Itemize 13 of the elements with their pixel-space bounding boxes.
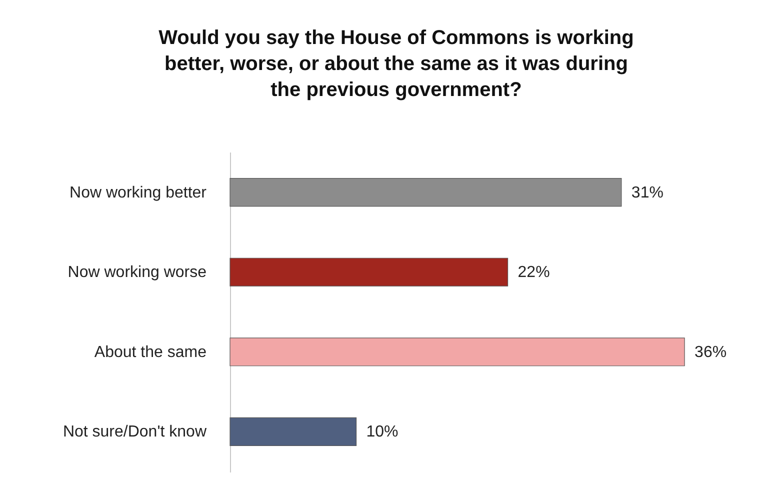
data-label: 22% <box>518 264 550 282</box>
y-tick-label: Now working better <box>70 184 208 202</box>
y-tick-label: About the same <box>94 344 207 361</box>
y-tick-label: Now working worse <box>68 264 207 282</box>
bar <box>230 258 508 286</box>
data-label: 31% <box>631 184 664 202</box>
y-tick-label: Not sure/Don't know <box>62 424 207 441</box>
chart-title: Would you say the House of Commons is working better, worse, or about the same as it was during the previous government? <box>158 27 634 101</box>
bar <box>230 417 357 446</box>
data-label: 10% <box>366 424 398 441</box>
bar <box>230 178 622 207</box>
bar <box>230 338 685 366</box>
data-label: 36% <box>694 344 727 361</box>
